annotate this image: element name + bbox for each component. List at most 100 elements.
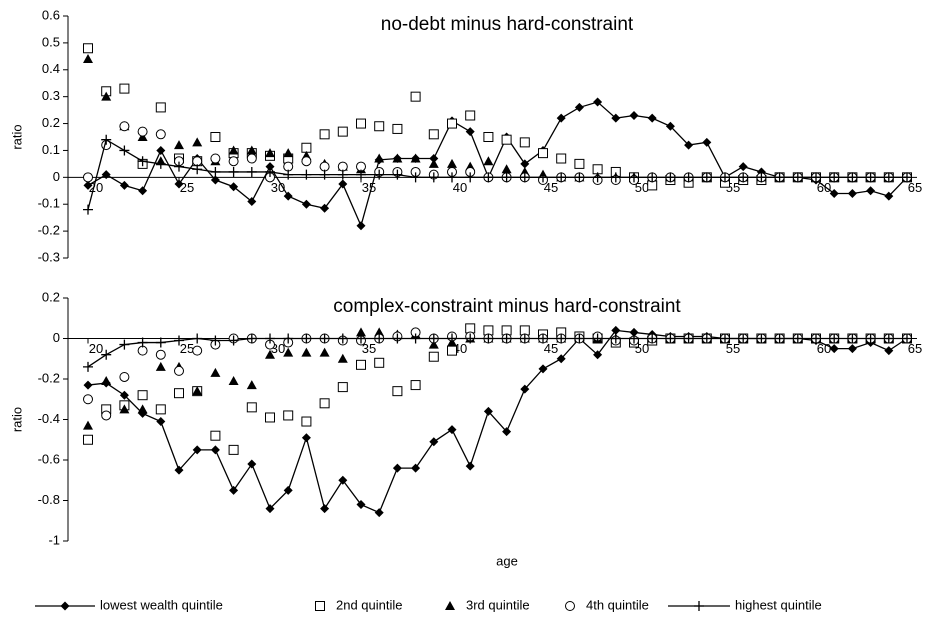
plus-marker bbox=[774, 172, 785, 183]
triangle-marker bbox=[83, 54, 93, 64]
triangle-marker bbox=[447, 158, 457, 168]
y-tick-label: -0.8 bbox=[38, 492, 60, 507]
diamond-marker bbox=[593, 350, 603, 360]
circle-marker bbox=[210, 153, 221, 164]
plus-marker bbox=[720, 172, 730, 183]
diamond-marker bbox=[684, 140, 694, 150]
plus-marker bbox=[83, 361, 93, 372]
square-marker bbox=[137, 390, 148, 401]
square-marker bbox=[83, 434, 93, 445]
square-marker bbox=[228, 444, 239, 455]
square-marker bbox=[392, 123, 403, 134]
diamond-marker bbox=[60, 601, 70, 611]
square-marker bbox=[83, 43, 93, 54]
series-line bbox=[87, 337, 907, 368]
diamond-marker bbox=[866, 186, 876, 196]
square-marker bbox=[374, 121, 385, 132]
diamond-marker bbox=[247, 197, 257, 207]
plus-marker bbox=[246, 333, 257, 344]
diamond-marker bbox=[538, 364, 548, 374]
x-tick-label: 65 bbox=[908, 341, 922, 356]
diamond-marker bbox=[83, 380, 93, 390]
triangle-marker bbox=[137, 404, 148, 414]
square-marker bbox=[356, 359, 366, 370]
triangle-marker bbox=[228, 376, 239, 386]
diamond-marker bbox=[520, 384, 530, 394]
y-axis-label: ratio bbox=[9, 124, 24, 149]
plus-marker bbox=[265, 333, 275, 344]
x-tick-label: 30 bbox=[271, 180, 285, 195]
y-tick-label: 0.6 bbox=[42, 7, 60, 22]
diamond-marker bbox=[101, 170, 111, 180]
square-marker bbox=[119, 83, 130, 94]
plus-marker bbox=[610, 172, 621, 183]
plus-marker bbox=[501, 333, 512, 344]
square-marker bbox=[410, 91, 421, 102]
diamond-marker bbox=[265, 504, 275, 514]
square-marker bbox=[210, 132, 221, 142]
plus-marker bbox=[155, 158, 166, 169]
series-line bbox=[87, 101, 908, 228]
plus-marker bbox=[392, 333, 403, 344]
triangle-marker bbox=[210, 367, 221, 377]
triangle-marker bbox=[428, 339, 439, 349]
triangle-marker bbox=[101, 91, 112, 101]
plus-marker bbox=[774, 333, 785, 344]
plus-marker bbox=[738, 333, 749, 344]
legend-label: 4th quintile bbox=[586, 597, 649, 612]
plus-marker bbox=[265, 166, 275, 177]
plus-marker bbox=[756, 172, 767, 183]
x-tick-label: 60 bbox=[817, 341, 831, 356]
diamond-marker bbox=[119, 390, 129, 400]
plus-marker bbox=[374, 333, 385, 344]
plus-marker bbox=[410, 333, 421, 344]
circle-marker bbox=[155, 129, 166, 140]
diamond-marker bbox=[392, 463, 402, 473]
y-tick-label: 0.2 bbox=[42, 289, 60, 304]
diamond-marker bbox=[574, 102, 584, 112]
plus-marker bbox=[519, 172, 530, 183]
plus-marker bbox=[392, 169, 403, 180]
square-marker bbox=[356, 118, 366, 129]
triangle-marker bbox=[337, 353, 348, 363]
diamond-marker bbox=[156, 417, 166, 427]
square-marker bbox=[246, 402, 257, 413]
plus-marker bbox=[483, 333, 494, 344]
plus-marker bbox=[465, 333, 476, 344]
diamond-marker bbox=[138, 186, 148, 196]
plus-marker bbox=[701, 172, 712, 183]
plus-marker bbox=[465, 172, 476, 183]
plus-marker bbox=[792, 333, 803, 344]
plus-marker bbox=[792, 172, 803, 183]
diamond-marker bbox=[665, 121, 675, 131]
triangle-marker bbox=[192, 137, 203, 147]
square-marker bbox=[428, 351, 439, 362]
diamond-marker bbox=[119, 180, 129, 190]
plus-marker bbox=[374, 169, 385, 180]
plus-marker bbox=[902, 333, 912, 344]
x-tick-label: 40 bbox=[453, 180, 467, 195]
plus-marker bbox=[701, 333, 712, 344]
triangle-marker bbox=[301, 347, 312, 357]
square-marker bbox=[337, 382, 348, 393]
diamond-marker bbox=[738, 162, 748, 172]
y-tick-label: 0.3 bbox=[42, 88, 60, 103]
series-line bbox=[87, 138, 907, 210]
legend-label: 2nd quintile bbox=[336, 597, 403, 612]
triangle-marker bbox=[356, 327, 366, 337]
legend-label: lowest wealth quintile bbox=[100, 597, 223, 612]
plus-marker bbox=[556, 172, 567, 183]
square-marker bbox=[428, 129, 439, 140]
plus-marker bbox=[192, 164, 203, 175]
y-tick-label: -0.2 bbox=[38, 223, 60, 238]
diamond-marker bbox=[411, 463, 421, 473]
diamond-marker bbox=[483, 406, 493, 416]
plus-marker bbox=[483, 172, 494, 183]
y-tick-label: -0.6 bbox=[38, 451, 60, 466]
plus-marker bbox=[592, 172, 603, 183]
plus-marker bbox=[301, 333, 312, 344]
plus-marker bbox=[356, 333, 366, 344]
y-tick-label: 0.2 bbox=[42, 115, 60, 130]
diamond-marker bbox=[429, 154, 439, 164]
plus-marker bbox=[283, 169, 294, 180]
